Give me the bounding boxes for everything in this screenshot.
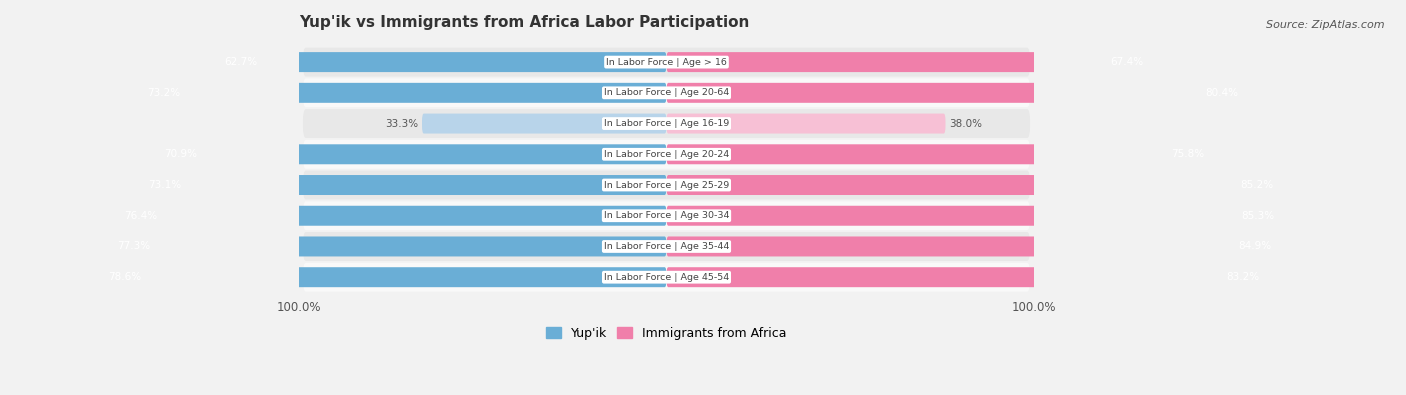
- Text: 85.2%: 85.2%: [1240, 180, 1274, 190]
- FancyBboxPatch shape: [666, 175, 1292, 195]
- FancyBboxPatch shape: [129, 175, 666, 195]
- FancyBboxPatch shape: [129, 83, 666, 103]
- FancyBboxPatch shape: [666, 237, 1289, 256]
- Text: 84.9%: 84.9%: [1239, 241, 1271, 252]
- FancyBboxPatch shape: [302, 201, 1031, 230]
- FancyBboxPatch shape: [302, 232, 1031, 261]
- Text: 78.6%: 78.6%: [108, 272, 141, 282]
- FancyBboxPatch shape: [302, 78, 1031, 107]
- FancyBboxPatch shape: [302, 109, 1031, 138]
- Text: 76.4%: 76.4%: [124, 211, 157, 221]
- FancyBboxPatch shape: [666, 144, 1223, 164]
- FancyBboxPatch shape: [666, 114, 945, 134]
- FancyBboxPatch shape: [90, 267, 666, 287]
- FancyBboxPatch shape: [98, 237, 666, 256]
- Text: Yup'ik vs Immigrants from Africa Labor Participation: Yup'ik vs Immigrants from Africa Labor P…: [299, 15, 749, 30]
- Text: 67.4%: 67.4%: [1109, 57, 1143, 67]
- FancyBboxPatch shape: [302, 48, 1031, 77]
- Text: In Labor Force | Age > 16: In Labor Force | Age > 16: [606, 58, 727, 67]
- Text: 73.1%: 73.1%: [148, 180, 181, 190]
- Text: In Labor Force | Age 20-24: In Labor Force | Age 20-24: [603, 150, 730, 159]
- FancyBboxPatch shape: [666, 267, 1277, 287]
- Text: Source: ZipAtlas.com: Source: ZipAtlas.com: [1267, 20, 1385, 30]
- FancyBboxPatch shape: [207, 52, 666, 72]
- FancyBboxPatch shape: [666, 206, 1292, 226]
- Text: In Labor Force | Age 16-19: In Labor Force | Age 16-19: [603, 119, 730, 128]
- Text: In Labor Force | Age 20-64: In Labor Force | Age 20-64: [603, 88, 730, 97]
- Text: 75.8%: 75.8%: [1171, 149, 1205, 159]
- FancyBboxPatch shape: [422, 114, 666, 134]
- FancyBboxPatch shape: [666, 52, 1161, 72]
- Text: 73.2%: 73.2%: [148, 88, 180, 98]
- Legend: Yup'ik, Immigrants from Africa: Yup'ik, Immigrants from Africa: [541, 322, 792, 345]
- Text: 70.9%: 70.9%: [165, 149, 197, 159]
- Text: 80.4%: 80.4%: [1205, 88, 1239, 98]
- Text: 38.0%: 38.0%: [949, 118, 983, 128]
- FancyBboxPatch shape: [302, 171, 1031, 199]
- FancyBboxPatch shape: [302, 263, 1031, 292]
- Text: In Labor Force | Age 30-34: In Labor Force | Age 30-34: [603, 211, 730, 220]
- FancyBboxPatch shape: [666, 83, 1257, 103]
- FancyBboxPatch shape: [105, 206, 666, 226]
- Text: In Labor Force | Age 35-44: In Labor Force | Age 35-44: [603, 242, 730, 251]
- Text: 33.3%: 33.3%: [385, 118, 419, 128]
- Text: 77.3%: 77.3%: [117, 241, 150, 252]
- Text: In Labor Force | Age 25-29: In Labor Force | Age 25-29: [603, 181, 730, 190]
- Text: In Labor Force | Age 45-54: In Labor Force | Age 45-54: [603, 273, 730, 282]
- FancyBboxPatch shape: [146, 144, 666, 164]
- Text: 85.3%: 85.3%: [1241, 211, 1274, 221]
- FancyBboxPatch shape: [302, 140, 1031, 169]
- Text: 62.7%: 62.7%: [225, 57, 257, 67]
- Text: 83.2%: 83.2%: [1226, 272, 1258, 282]
